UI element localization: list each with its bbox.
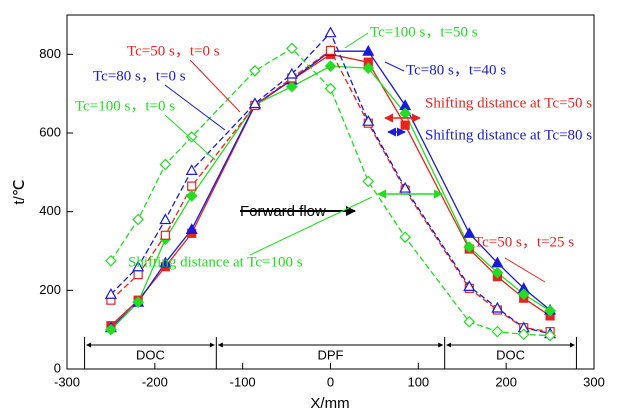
- y-tick-label: 200: [39, 282, 61, 297]
- marker: [463, 315, 476, 328]
- marker: [159, 213, 172, 225]
- series-label: Tc=100 s，t=50 s: [370, 24, 478, 40]
- marker: [324, 82, 337, 95]
- series-label: Tc=50 s，t=0 s: [127, 43, 220, 59]
- marker: [463, 280, 476, 291]
- marker: [286, 80, 298, 93]
- leader-line: [189, 59, 241, 113]
- marker: [185, 131, 198, 143]
- marker: [285, 67, 298, 79]
- marker: [185, 190, 198, 202]
- region-label: DOC: [136, 347, 165, 362]
- x-tick-label: 300: [583, 374, 605, 389]
- y-tick-label: 600: [39, 124, 61, 139]
- marker: [132, 260, 145, 272]
- marker: [544, 329, 556, 342]
- marker: [362, 44, 375, 56]
- marker: [187, 181, 197, 191]
- series-label: Tc=80 s，t=0 s: [93, 68, 186, 84]
- marker: [104, 288, 117, 299]
- x-axis-label: X/mm: [310, 395, 349, 412]
- marker: [286, 42, 298, 55]
- y-tick-label: 800: [39, 46, 61, 61]
- marker: [491, 266, 504, 279]
- marker: [362, 114, 375, 126]
- marker: [463, 241, 476, 253]
- leader-line: [164, 84, 226, 131]
- marker: [159, 256, 172, 268]
- x-tick-label: -100: [230, 374, 256, 389]
- marker: [132, 296, 144, 308]
- annotation: Shifting distance at Tc=50 s: [425, 95, 592, 111]
- marker: [517, 328, 530, 341]
- y-tick-label: 0: [54, 360, 61, 375]
- marker: [517, 288, 530, 301]
- region-label: DOC: [496, 347, 525, 362]
- x-tick-label: 0: [327, 374, 334, 389]
- y-tick-label: 400: [39, 203, 61, 218]
- marker: [399, 231, 412, 244]
- marker: [491, 325, 504, 338]
- marker: [400, 120, 410, 130]
- x-tick-label: -200: [142, 374, 168, 389]
- annotation: Shifting distance at Tc=80 s: [425, 127, 592, 143]
- marker: [249, 65, 261, 77]
- x-tick-label: -300: [54, 374, 80, 389]
- leader-line: [249, 196, 373, 256]
- leader-line: [384, 61, 405, 72]
- leader-line: [344, 32, 369, 49]
- marker: [362, 175, 375, 188]
- x-tick-label: 200: [495, 374, 517, 389]
- series-label: Tc=50 s，t=25 s: [474, 234, 574, 250]
- marker: [362, 62, 375, 74]
- marker: [491, 301, 504, 313]
- marker: [132, 213, 144, 226]
- marker: [248, 97, 261, 109]
- marker: [105, 254, 117, 267]
- leader-line: [504, 257, 546, 283]
- marker: [324, 60, 337, 72]
- marker: [105, 323, 117, 336]
- series-label: Tc=80 s，t=40 s: [406, 62, 506, 78]
- annotation: Shifting distance at Tc=100 s: [128, 254, 303, 270]
- marker: [160, 230, 170, 240]
- series-label: Tc=100 s，t=0 s: [75, 98, 175, 114]
- y-axis-label: t/℃: [11, 179, 28, 204]
- marker: [463, 227, 476, 238]
- marker: [544, 304, 556, 317]
- region-label: DPF: [318, 347, 344, 362]
- marker: [185, 223, 198, 234]
- marker: [133, 270, 143, 280]
- marker: [159, 158, 172, 171]
- x-tick-label: 100: [407, 374, 429, 389]
- marker: [325, 45, 336, 56]
- marker: [324, 26, 337, 38]
- marker: [185, 164, 198, 175]
- leader-line: [164, 114, 216, 161]
